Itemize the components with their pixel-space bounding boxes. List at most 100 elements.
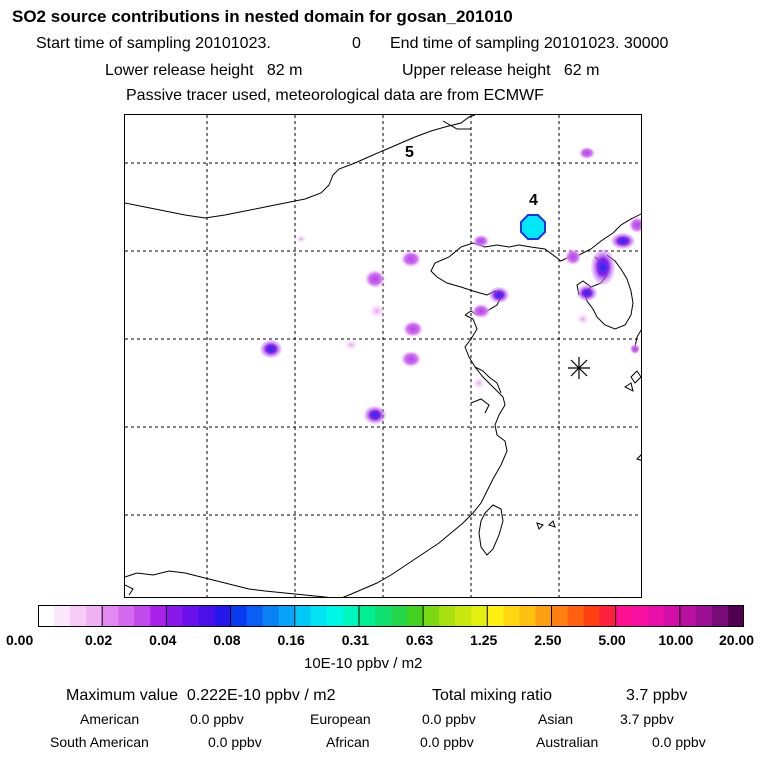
receptor-hotspot [520, 214, 546, 240]
colorbar-swatch [519, 605, 536, 627]
patch [364, 406, 386, 424]
patch [296, 235, 306, 243]
colorbar-swatch [166, 605, 183, 627]
colorbar-swatch [54, 605, 71, 627]
chart-title: SO2 source contributions in nested domai… [12, 7, 513, 26]
colorbar-units: 10E-10 ppbv / m2 [304, 655, 423, 672]
patch [577, 285, 597, 301]
american-label: American [80, 711, 140, 727]
colorbar-swatch [86, 605, 103, 627]
patch [489, 287, 509, 303]
colorbar-swatch [182, 605, 199, 627]
patch [629, 217, 641, 233]
time-label-5: 5 [405, 144, 414, 161]
colorbar-swatch [567, 605, 585, 627]
patch [577, 313, 589, 325]
colorbar-swatch [262, 605, 280, 627]
colorbar-swatch [407, 605, 424, 627]
asterisk-icon [568, 357, 590, 379]
colorbar-swatch [695, 605, 713, 627]
end-time-label: End time of sampling 20101023. 30000 [390, 35, 669, 52]
colorbar-swatch [102, 605, 119, 627]
colorbar-tick-label: 0.08 [213, 632, 241, 648]
colorbar-tick-label: 10.00 [658, 632, 694, 648]
patch [365, 270, 385, 288]
colorbar-tick-label: 0.02 [84, 632, 113, 648]
upper-release-height: Upper release height 62 m [402, 62, 600, 79]
south-american-label: South American [50, 734, 149, 750]
asian-value: 3.7 ppbv [620, 711, 674, 727]
colorbar-swatch [214, 605, 232, 627]
patch [611, 233, 635, 249]
colorbar-tick-label: 0.16 [277, 632, 305, 648]
patch [579, 147, 595, 159]
colorbar-tick-label: 0.31 [341, 632, 369, 648]
colorbar-swatch [342, 605, 360, 627]
grid-lines [125, 115, 641, 597]
colorbar-swatch [278, 605, 296, 627]
colorbar-swatch [358, 605, 376, 627]
maximum-value: Maximum value 0.222E-10 ppbv / m2 [66, 687, 336, 704]
patch [401, 351, 421, 367]
colorbar-swatch [535, 605, 552, 627]
colorbar-tick-label: 20.00 [719, 632, 755, 648]
patch [472, 304, 490, 318]
colorbar-swatch [439, 605, 456, 627]
colorbar-swatch [663, 605, 681, 627]
colorbar-swatch [599, 605, 617, 627]
asian-label: Asian [538, 711, 574, 727]
patch [473, 235, 489, 247]
colorbar-swatch [583, 605, 601, 627]
colorbar-swatch [487, 605, 504, 627]
colorbar-swatch [230, 605, 248, 627]
colorbar-swatch [455, 605, 472, 627]
patch [630, 344, 640, 354]
african-label: African [326, 734, 370, 750]
colorbar-border [38, 605, 744, 627]
colorbar-swatch [326, 605, 344, 627]
lower-release-height: Lower release height 82 m [105, 62, 303, 79]
colorbar-swatch [150, 605, 167, 627]
colorbar-swatch [631, 605, 649, 627]
colorbar-swatch [38, 605, 55, 627]
colorbar-swatch [391, 605, 408, 627]
colorbar-swatch [374, 605, 392, 627]
australian-label: Australian [536, 734, 599, 750]
colorbar-swatch [615, 605, 633, 627]
colorbar-swatch [503, 605, 520, 627]
patch [401, 251, 421, 267]
colorbar-tick-label: 0.00 [6, 632, 34, 648]
colorbar-swatch [727, 605, 744, 627]
colorbar-tick-label: 0.04 [149, 632, 177, 648]
total-mixing-label: Total mixing ratio [432, 687, 553, 704]
colorbar-swatch [70, 605, 87, 627]
colorbar-swatch [471, 605, 488, 627]
patch [565, 249, 581, 265]
australian-value: 0.0 ppbv [652, 734, 706, 750]
colorbar-tick-label: 5.00 [598, 632, 626, 648]
colorbar-tick-label: 0.63 [405, 632, 434, 648]
tracer-note: Passive tracer used, meteorological data… [126, 87, 544, 104]
european-label: European [310, 711, 371, 727]
colorbar-swatch [246, 605, 264, 627]
african-value: 0.0 ppbv [420, 734, 474, 750]
map-panel: 5 4 [124, 114, 642, 598]
colorbar-swatch [198, 605, 215, 627]
european-value: 0.0 ppbv [422, 711, 476, 727]
patch [260, 340, 282, 358]
colorbar-swatch [679, 605, 697, 627]
patch [369, 304, 385, 318]
total-mixing-value: 3.7 ppbv [626, 687, 688, 704]
colorbar [38, 605, 744, 627]
colorbar-tick-label: 2.50 [534, 632, 562, 648]
colorbar-swatch [134, 605, 151, 627]
time-label-4: 4 [529, 192, 538, 209]
colorbar-swatch [647, 605, 665, 627]
map-plot: 5 4 [125, 115, 641, 597]
colorbar-swatch [118, 605, 135, 627]
american-value: 0.0 ppbv [190, 711, 244, 727]
colorbar-swatch [551, 605, 568, 627]
colorbar-swatch [423, 605, 440, 627]
patch [403, 321, 423, 337]
patch [473, 377, 485, 389]
